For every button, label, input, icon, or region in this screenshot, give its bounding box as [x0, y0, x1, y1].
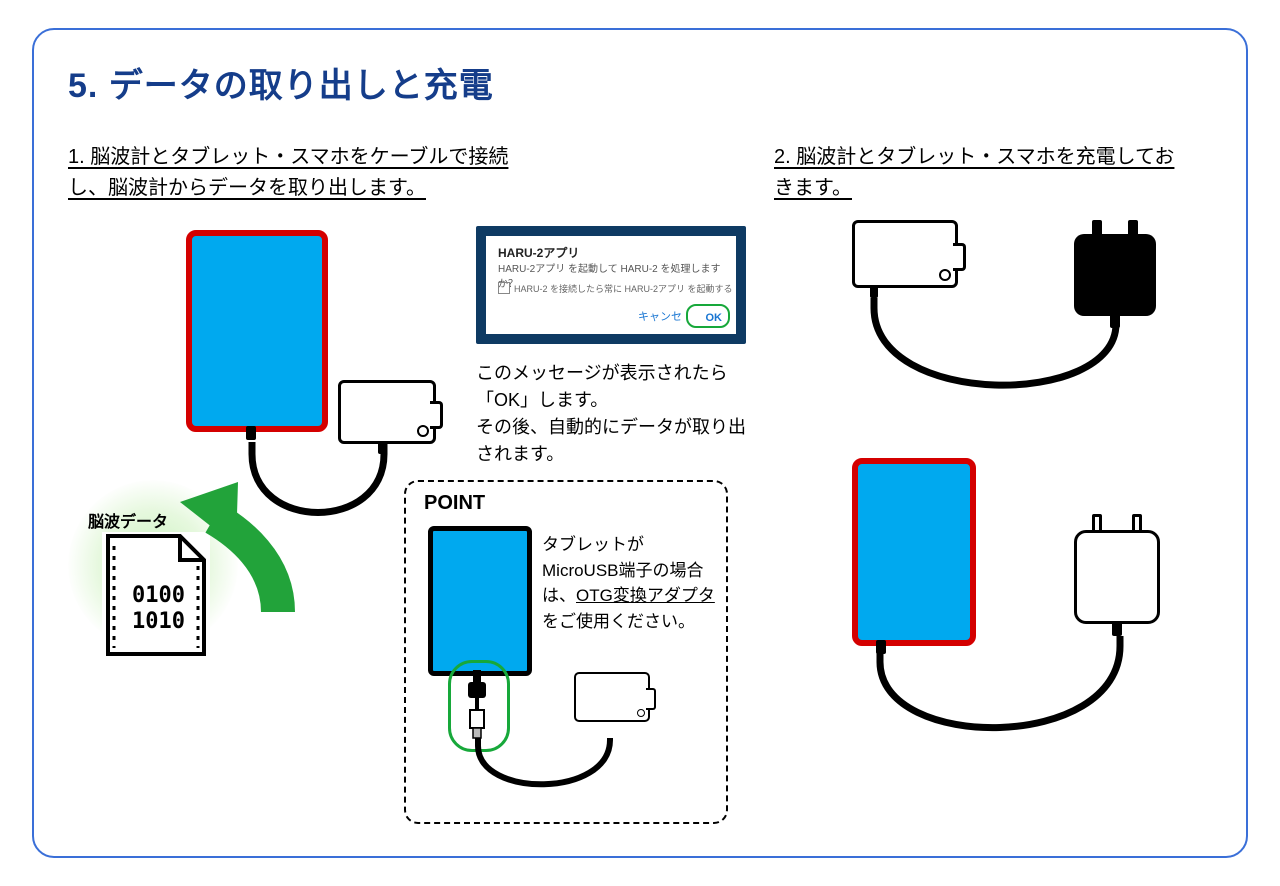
- point-tablet: [428, 526, 532, 676]
- step-1-heading: 1. 脳波計とタブレット・スマホをケーブルで接続し、脳波計からデータを取り出しま…: [68, 142, 548, 204]
- point-haru-device: [574, 672, 650, 722]
- eeg-data-label: 脳波データ: [88, 508, 168, 532]
- point-title: POINT: [424, 492, 485, 515]
- ok-highlight-ring: [686, 304, 730, 328]
- charging-tablet: [852, 458, 976, 646]
- section-2-illustration: [774, 220, 1214, 860]
- dialog-instruction-text: このメッセージが表示されたら「OK」します。 その後、自動的にデータが取り出され…: [476, 360, 756, 468]
- app-permission-dialog: HARU-2アプリ HARU-2アプリ を起動して HARU-2 を処理しますか…: [476, 226, 746, 344]
- transfer-arrow-icon: [178, 482, 298, 622]
- dialog-title: HARU-2アプリ: [498, 244, 579, 261]
- charging-haru-device: [852, 220, 958, 288]
- page-title: 5. データの取り出しと充電: [68, 58, 1212, 107]
- tablet-usb-port: [246, 426, 256, 440]
- dialog-checkbox-label: HARU-2 を接続したら常に HARU-2アプリ を起動する: [498, 282, 733, 295]
- haru-charge-cable: [868, 298, 1128, 428]
- step-2-heading: 2. 脳波計とタブレット・スマホを充電しておきます。: [774, 142, 1194, 204]
- haru-eeg-device: [338, 380, 436, 444]
- tablet-charge-cable: [874, 636, 1132, 766]
- tablet-device: [186, 230, 328, 432]
- white-charger-plug: [1074, 530, 1160, 624]
- instruction-frame: 5. データの取り出しと充電 1. 脳波計とタブレット・スマホをケーブルで接続し…: [32, 28, 1248, 858]
- point-callout: POINT タブレットがMicroUSB端子の場合は、OTG変換アダプタをご使用…: [404, 480, 728, 824]
- dialog-cancel-button: キャンセ: [638, 308, 682, 324]
- otg-adapter-link: OTG変換アダプタ: [576, 586, 715, 605]
- point-text: タブレットがMicroUSB端子の場合は、OTG変換アダプタをご使用ください。: [542, 532, 718, 634]
- haru-charge-port: [870, 286, 878, 298]
- point-cable: [472, 738, 622, 814]
